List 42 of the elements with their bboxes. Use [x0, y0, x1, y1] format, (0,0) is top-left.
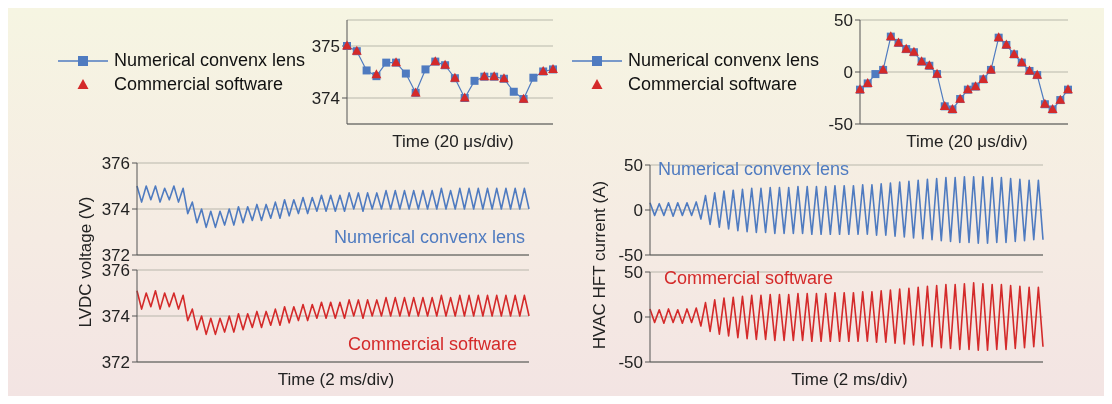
series-label: Numerical convenx lens	[333, 227, 525, 248]
series-label: Numerical convenx lens	[658, 159, 850, 180]
y-tick-label: 0	[633, 308, 643, 328]
x-axis-title: Time (20 μs/div)	[391, 132, 515, 152]
point	[529, 73, 538, 82]
y-tick-label: 50	[624, 263, 643, 283]
y-tick-label: 376	[101, 261, 130, 281]
y-tick-label: -50	[828, 115, 853, 135]
y-tick-label: 50	[834, 11, 853, 31]
line-series	[649, 175, 1044, 245]
y-axis-title: LVDC voltage (V)	[76, 196, 96, 328]
line-series	[136, 289, 530, 336]
point	[871, 70, 880, 79]
legend-label: Numerical convenx lens	[627, 49, 820, 72]
y-tick-label: 376	[101, 154, 130, 174]
y-tick-label: 0	[633, 201, 643, 221]
y-tick-label: 374	[101, 307, 130, 327]
point	[401, 69, 410, 78]
y-tick-label: -50	[618, 246, 643, 266]
y-tick-label: 375	[311, 37, 340, 57]
point	[509, 87, 518, 96]
line-series	[649, 282, 1044, 352]
y-axis-title: HVAC HFT current (A)	[590, 180, 610, 350]
point	[421, 65, 430, 74]
y-tick-label: -50	[618, 353, 643, 373]
y-tick-label: 50	[624, 156, 643, 176]
y-tick-label: 0	[843, 63, 853, 83]
x-axis-title: Time (2 ms/div)	[790, 370, 909, 390]
x-axis-title: Time (2 ms/div)	[276, 370, 396, 390]
y-tick-label: 374	[101, 200, 130, 220]
point	[362, 66, 371, 75]
legend-label: Commercial software	[627, 73, 799, 96]
y-tick-label: 372	[101, 353, 130, 373]
point	[382, 58, 391, 67]
y-tick-label: 374	[311, 89, 340, 109]
series-label: Commercial software	[347, 334, 517, 355]
point	[470, 76, 479, 85]
legend-label: Commercial software	[113, 73, 285, 96]
x-axis-title: Time (20 μs/div)	[905, 132, 1029, 152]
legend-label: Numerical convenx lens	[113, 49, 306, 72]
line-series	[136, 185, 530, 229]
series-label: Commercial software	[664, 268, 834, 289]
